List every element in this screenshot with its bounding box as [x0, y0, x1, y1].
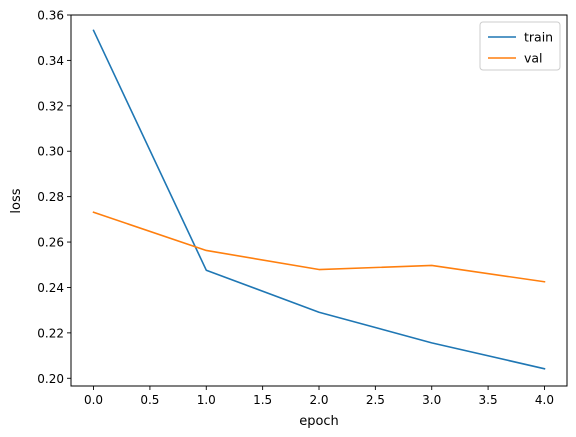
legend: train val: [479, 21, 561, 71]
series-line-0: [92, 29, 546, 370]
y-tick-label: 0.22: [37, 326, 64, 340]
y-axis-label: loss: [9, 188, 24, 213]
y-axis: 0.20 0.22 0.24 0.26 0.28 0.30 0.32 0.34 0.36: [37, 9, 71, 386]
x-tick-label: 3.5: [479, 393, 498, 407]
x-tick-label: 0.5: [140, 393, 159, 407]
y-tick-label: 0.36: [37, 9, 64, 23]
x-axis: 0.0 0.5 1.0 1.5 2.0 2.5 3.0 3.5 4.0: [84, 386, 554, 407]
y-tick-label: 0.24: [37, 281, 64, 295]
y-tick-label: 0.28: [37, 190, 64, 204]
x-tick-label: 0.0: [84, 393, 103, 407]
legend-label-0: train: [524, 30, 553, 45]
x-axis-label: epoch: [299, 414, 339, 429]
x-tick-label: 2.0: [309, 393, 328, 407]
y-tick-label: 0.20: [37, 372, 64, 386]
y-tick-label: 0.30: [37, 145, 64, 159]
y-tick-label: 0.32: [37, 99, 64, 113]
x-tick-label: 2.5: [366, 393, 385, 407]
x-tick-label: 1.0: [197, 393, 216, 407]
y-tick-label: 0.26: [37, 236, 64, 250]
x-tick-label: 4.0: [535, 393, 554, 407]
y-tick-label: 0.34: [37, 54, 64, 68]
plot-area: [92, 29, 546, 370]
axes-frame: [70, 14, 568, 387]
legend-label-1: val: [524, 51, 543, 66]
x-tick-label: 3.0: [422, 393, 441, 407]
series-line-1: [92, 211, 546, 283]
x-tick-label: 1.5: [253, 393, 272, 407]
